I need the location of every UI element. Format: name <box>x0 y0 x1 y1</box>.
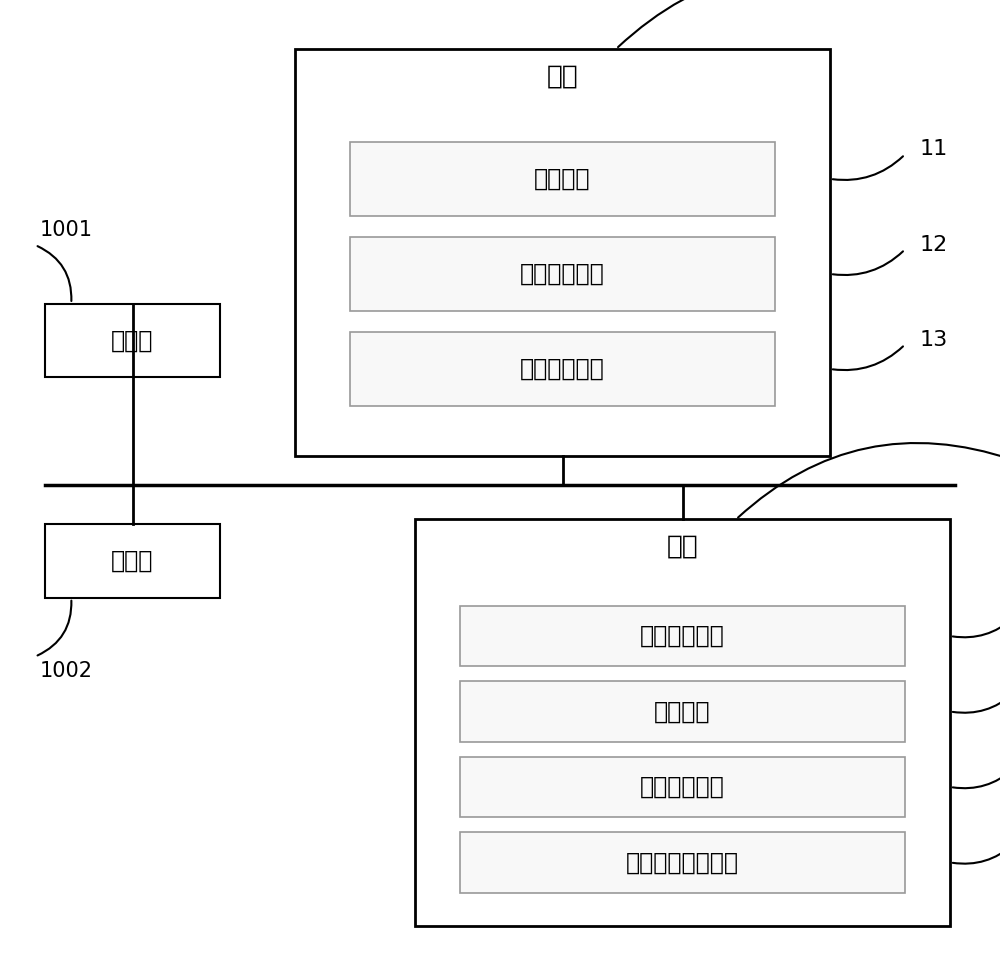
FancyBboxPatch shape <box>460 606 905 666</box>
FancyBboxPatch shape <box>45 524 220 598</box>
FancyBboxPatch shape <box>350 237 775 311</box>
FancyBboxPatch shape <box>350 142 775 216</box>
Text: 第一加湿模块: 第一加湿模块 <box>520 262 605 286</box>
Text: 换热模块: 换热模块 <box>534 167 591 191</box>
Text: 子机: 子机 <box>667 534 698 560</box>
FancyBboxPatch shape <box>350 332 775 406</box>
FancyBboxPatch shape <box>460 832 905 893</box>
Text: 第二送风风机: 第二送风风机 <box>640 624 725 648</box>
Text: 运动模块: 运动模块 <box>654 700 711 723</box>
Text: 环境参数检测模块: 环境参数检测模块 <box>626 851 739 874</box>
Text: 1002: 1002 <box>40 662 93 681</box>
FancyBboxPatch shape <box>415 519 950 926</box>
Text: 第二加湿模块: 第二加湿模块 <box>640 775 725 799</box>
Text: 主机: 主机 <box>547 64 578 89</box>
Text: 11: 11 <box>920 139 948 160</box>
Text: 存储器: 存储器 <box>111 549 154 573</box>
Text: 1001: 1001 <box>40 220 93 240</box>
FancyBboxPatch shape <box>295 49 830 456</box>
Text: 13: 13 <box>920 329 948 350</box>
Text: 第一送风风机: 第一送风风机 <box>520 357 605 381</box>
FancyBboxPatch shape <box>460 757 905 817</box>
Text: 12: 12 <box>920 234 948 255</box>
Text: 处理器: 处理器 <box>111 328 154 353</box>
FancyBboxPatch shape <box>45 304 220 377</box>
FancyBboxPatch shape <box>460 681 905 742</box>
